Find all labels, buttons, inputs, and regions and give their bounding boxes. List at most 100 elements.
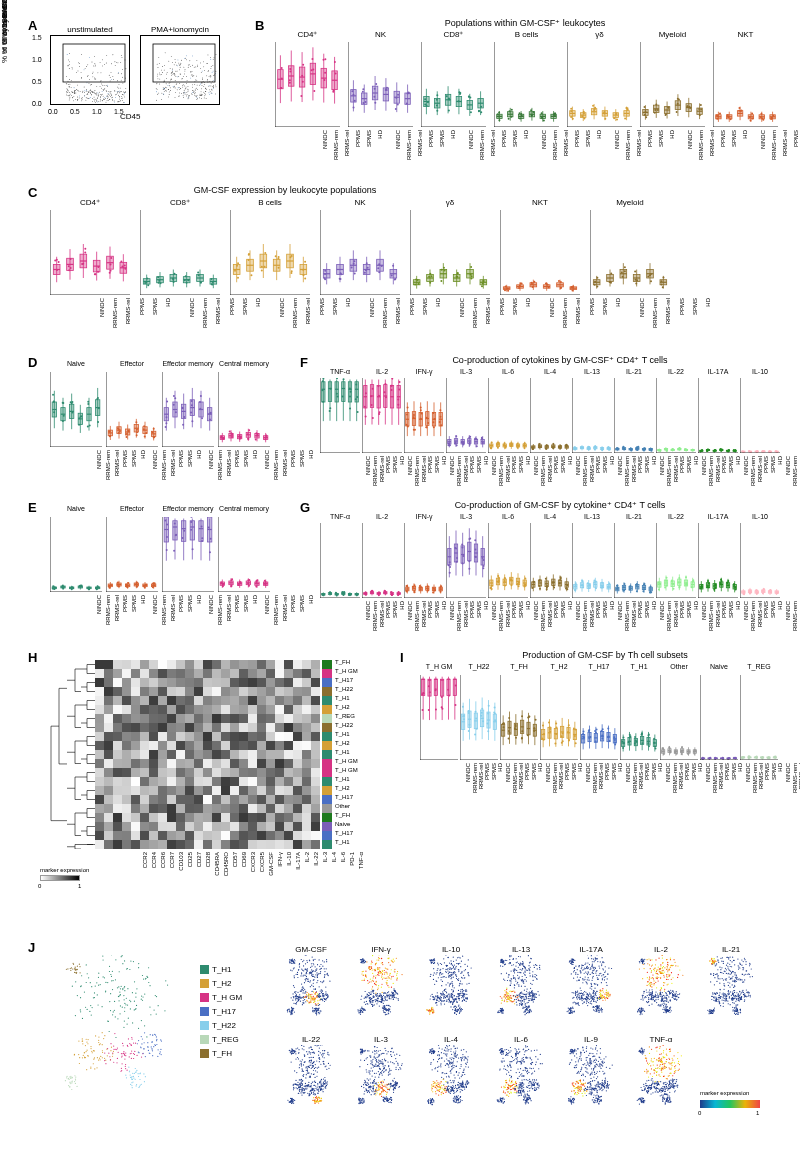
svg-point-4200: [393, 994, 394, 995]
svg-point-7674: [431, 1104, 432, 1105]
svg-point-7189: [388, 1102, 389, 1103]
svg-point-3631: [302, 989, 303, 990]
svg-point-4589: [463, 990, 464, 991]
svg-point-2180: [440, 588, 442, 590]
svg-point-948: [124, 264, 126, 266]
svg-point-5846: [662, 996, 663, 997]
svg-point-4000: [377, 989, 378, 990]
svg-point-5374: [580, 993, 581, 994]
svg-point-159: [96, 94, 97, 95]
svg-point-5153: [503, 961, 504, 962]
svg-point-7359: [465, 1066, 466, 1067]
svg-point-1288: [136, 429, 138, 431]
svg-point-7737: [517, 1060, 518, 1061]
svg-point-1332: [191, 420, 193, 422]
svg-point-195: [125, 88, 126, 89]
svg-point-5884: [674, 993, 675, 994]
svg-point-5507: [601, 1010, 602, 1011]
svg-point-129: [85, 100, 86, 101]
svg-point-1390: [265, 435, 267, 437]
svg-point-8758: [655, 1091, 656, 1092]
svg-point-3257: [134, 1051, 135, 1052]
svg-point-8861: [671, 1083, 672, 1084]
svg-point-8029: [532, 1084, 533, 1085]
svg-point-6680: [303, 1088, 304, 1089]
svg-point-438: [177, 65, 178, 66]
svg-point-1692: [434, 418, 436, 420]
svg-point-3087: [119, 1013, 120, 1014]
svg-point-3251: [110, 1059, 111, 1060]
svg-point-8048: [524, 1098, 525, 1099]
svg-point-4234: [384, 1006, 385, 1007]
svg-point-6425: [714, 962, 715, 963]
svg-point-453: [163, 87, 164, 88]
svg-point-8695: [669, 1063, 670, 1064]
svg-point-3828: [294, 1012, 295, 1013]
svg-point-5534: [569, 1012, 570, 1013]
svg-point-7531: [447, 1090, 448, 1091]
svg-point-2690: [468, 730, 470, 732]
svg-point-5855: [666, 998, 667, 999]
svg-point-4999: [521, 992, 522, 993]
svg-point-3356: [160, 1039, 161, 1040]
svg-point-7321: [433, 1059, 434, 1060]
svg-point-3121: [142, 996, 143, 997]
svg-point-7824: [506, 1049, 507, 1050]
svg-point-2257: [510, 578, 512, 580]
svg-point-3222: [83, 1055, 84, 1056]
svg-point-4841: [518, 984, 519, 985]
svg-point-8559: [664, 1063, 665, 1064]
svg-point-781: [572, 118, 574, 120]
svg-point-8809: [662, 1086, 663, 1087]
svg-point-7077: [383, 1081, 384, 1082]
svg-point-8240: [594, 1072, 595, 1073]
svg-point-6002: [639, 962, 640, 963]
svg-point-7727: [516, 1072, 517, 1073]
svg-point-8597: [661, 1059, 662, 1060]
svg-point-203: [90, 93, 91, 94]
svg-point-7462: [445, 1081, 446, 1082]
svg-point-6616: [300, 1092, 301, 1093]
svg-point-3986: [388, 962, 389, 963]
svg-point-4949: [504, 996, 505, 997]
svg-point-1104: [444, 269, 446, 271]
svg-point-3761: [326, 998, 327, 999]
svg-point-405: [202, 71, 203, 72]
svg-point-560: [169, 94, 170, 95]
svg-point-6992: [367, 1064, 368, 1065]
svg-point-1428: [88, 587, 90, 589]
svg-point-349: [166, 87, 167, 88]
svg-point-4027: [393, 983, 394, 984]
svg-point-8521: [569, 1100, 570, 1101]
svg-point-8163: [586, 1048, 587, 1049]
svg-point-4543: [456, 998, 457, 999]
svg-point-4847: [532, 971, 533, 972]
svg-point-4954: [528, 992, 529, 993]
svg-point-3640: [293, 997, 294, 998]
svg-point-7541: [457, 1090, 458, 1091]
svg-point-7439: [432, 1088, 433, 1089]
svg-point-3967: [373, 977, 374, 978]
svg-point-269: [107, 98, 108, 99]
svg-point-4605: [462, 1000, 463, 1001]
svg-point-4055: [373, 1000, 374, 1001]
svg-point-767: [543, 120, 545, 122]
svg-point-6024: [722, 978, 723, 979]
svg-point-3323: [159, 1053, 160, 1054]
svg-point-1148: [531, 282, 533, 284]
svg-point-1670: [413, 414, 415, 416]
svg-point-5098: [527, 1006, 528, 1007]
svg-point-348: [157, 89, 158, 90]
svg-point-5883: [672, 990, 673, 991]
svg-point-5530: [568, 1010, 569, 1011]
svg-point-2733: [509, 732, 511, 734]
svg-point-3993: [381, 987, 382, 988]
svg-point-5908: [668, 991, 669, 992]
svg-point-4087: [371, 993, 372, 994]
svg-point-5771: [652, 993, 653, 994]
svg-point-696: [424, 103, 426, 105]
svg-point-3253: [131, 1058, 132, 1059]
svg-point-2322: [575, 585, 577, 587]
svg-point-6512: [310, 1046, 311, 1047]
svg-point-4380: [452, 983, 453, 984]
